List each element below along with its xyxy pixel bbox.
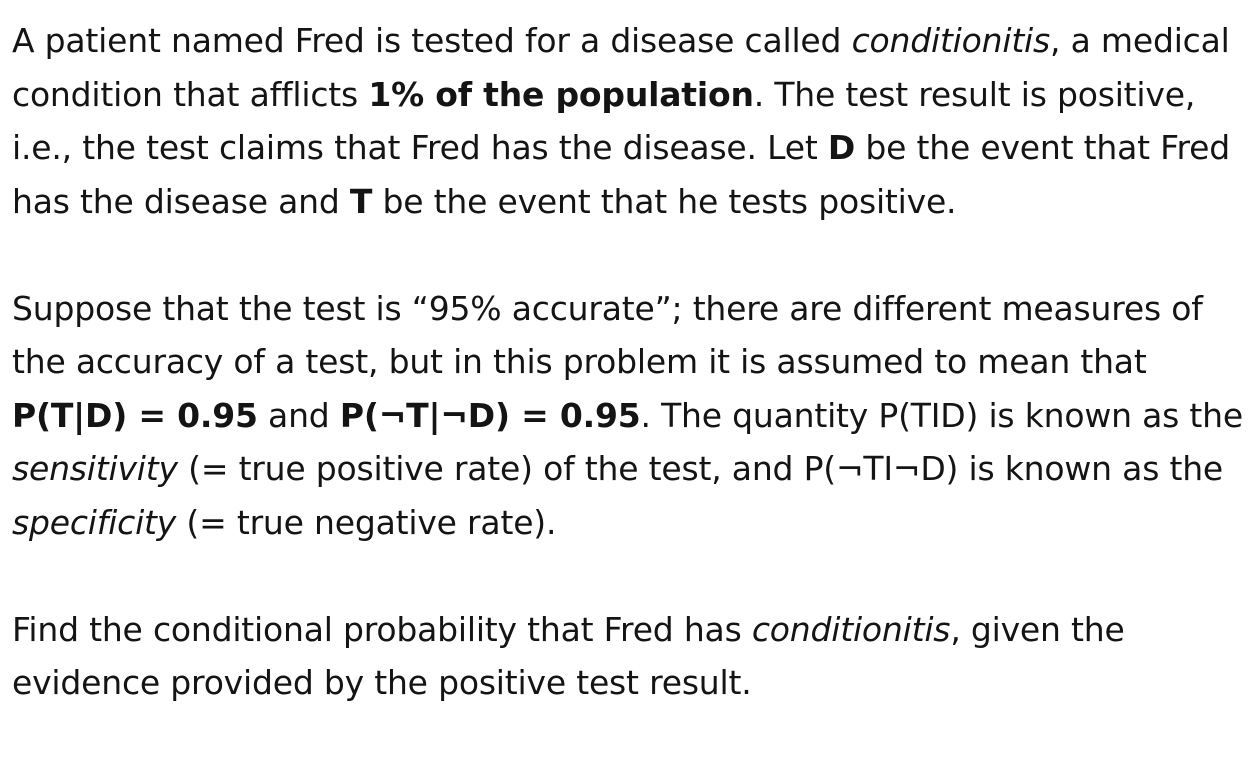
text-run: , a medical condition that afflicts (12, 21, 1230, 114)
term-sensitivity: sensitivity (12, 449, 178, 488)
text-run: be the event that Fred has the disease a… (12, 128, 1230, 221)
term-conditionitis: conditionitis (851, 21, 1051, 60)
event-t: T (349, 181, 373, 221)
specificity-formula: P(¬T|¬D) = 0.95 (339, 395, 641, 435)
text-run: Find the conditional probability that Fr… (12, 609, 752, 649)
sensitivity-formula: P(T|D) = 0.95 (12, 395, 258, 435)
problem-text: A patient named Fred is tested for a dis… (12, 14, 1250, 710)
text-run: . The test result is positive, i.e., the… (12, 74, 1196, 168)
paragraph-intro: A patient named Fred is tested for a dis… (12, 14, 1250, 228)
prevalence-emphasis: 1% of the population (368, 74, 754, 114)
term-conditionitis: conditionitis (751, 609, 951, 649)
event-d: D (827, 128, 856, 167)
text-run: Suppose that the test is “95% accurate”;… (12, 288, 1203, 382)
text-run: (= true negative rate). (176, 502, 557, 542)
paragraph-question: Find the conditional probability that Fr… (12, 603, 1250, 710)
paragraph-gap (12, 549, 1250, 603)
text-run: and (257, 395, 340, 435)
text-run: , given the evidence provided by the pos… (12, 609, 1125, 703)
text-run: . The quantity P(TID) is known as the (640, 395, 1244, 435)
text-run: be the event that he tests positive. (372, 181, 957, 221)
paragraph-accuracy: Suppose that the test is “95% accurate”;… (12, 282, 1250, 550)
text-run: A patient named Fred is tested for a dis… (12, 21, 852, 60)
term-specificity: specificity (12, 502, 177, 542)
paragraph-gap (12, 228, 1250, 282)
text-run: (= true positive rate) of the test, and … (177, 449, 1224, 488)
